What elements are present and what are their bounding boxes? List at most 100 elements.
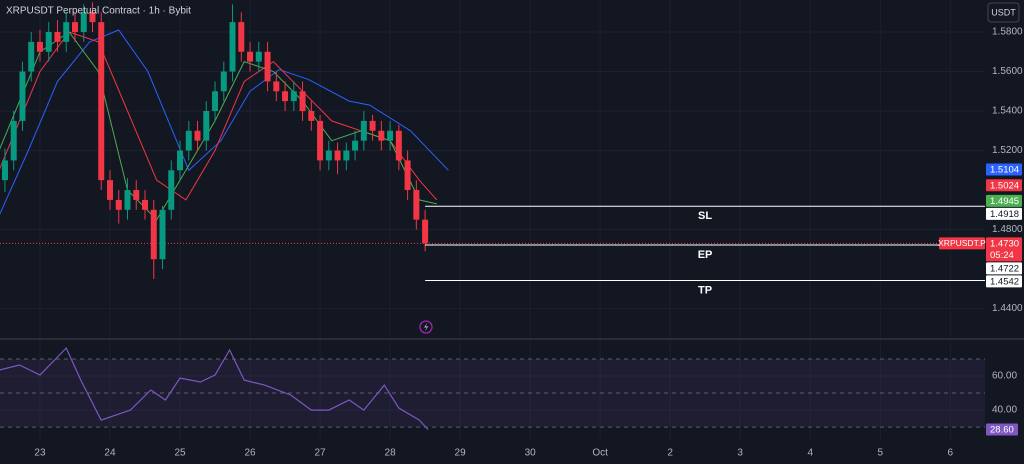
alert-icon[interactable] (419, 320, 433, 334)
candle-body (212, 91, 219, 112)
grid (0, 0, 985, 440)
candle-body (395, 130, 402, 161)
candle-body (282, 91, 289, 102)
price-tag-label: 1.4730 (990, 238, 1019, 249)
x-tick-label: 27 (315, 448, 327, 459)
candle-body (80, 12, 87, 33)
price-tag-label: 1.5104 (990, 165, 1019, 176)
x-tick-label: 25 (174, 448, 186, 459)
x-tick-label: 23 (34, 448, 46, 459)
candle-body (36, 41, 43, 52)
candle-body (247, 51, 254, 62)
currency-button[interactable] (987, 2, 1020, 23)
candle-body (220, 71, 227, 92)
candle-body (378, 130, 385, 141)
candle-body (115, 199, 122, 210)
price-tag (986, 275, 1022, 288)
candle-body (63, 22, 70, 42)
candle-body (54, 32, 61, 42)
candle-body (308, 111, 315, 121)
candle-body (159, 209, 166, 260)
y-tick-label: 1.4400 (992, 303, 1023, 314)
price-tag-label: 1.4722 (990, 263, 1019, 274)
candle-body (299, 91, 306, 112)
level-label: TP (698, 284, 712, 296)
candle-body (387, 130, 394, 141)
y-tick-label: 1.4800 (992, 224, 1023, 235)
x-tick-label: 30 (525, 448, 537, 459)
candle-body (10, 120, 17, 161)
candle-body (194, 130, 201, 141)
y-tick-label: 1.5600 (992, 66, 1023, 77)
candle-body (150, 209, 157, 260)
price-tag (986, 179, 1022, 192)
candle-body (255, 51, 262, 62)
price-tag-label: 1.5024 (990, 180, 1019, 191)
x-tick-label: Oct (592, 448, 608, 459)
countdown: 05:24 (990, 250, 1014, 261)
x-tick-label: 5 (877, 448, 883, 459)
x-tick-label: 6 (947, 448, 953, 459)
currency-label[interactable]: USDT (991, 7, 1016, 17)
candle-body (325, 150, 332, 161)
candle-body (264, 51, 271, 82)
price-tag-label: 1.4945 (990, 196, 1019, 207)
candle-body (352, 140, 359, 151)
rsi-tag-label: 28.60 (990, 424, 1014, 435)
candle-body (317, 120, 324, 161)
x-tick-label: 24 (104, 448, 116, 459)
moving-average-line (0, 31, 437, 221)
price-tag (986, 194, 1022, 207)
moving-average-line (0, 29, 449, 215)
rsi-tick-label: 60.00 (992, 371, 1017, 382)
price-tag (986, 163, 1022, 176)
candle-body (369, 120, 376, 131)
price-pane (0, 2, 985, 279)
candle-body (185, 130, 192, 151)
candle-body (98, 22, 105, 181)
candle-body (133, 190, 140, 200)
candle-body (422, 219, 429, 244)
candle-body (290, 91, 297, 102)
x-tick-label: 28 (385, 448, 397, 459)
candle-body (89, 12, 96, 23)
price-tag (986, 237, 1022, 262)
candle-body (413, 190, 420, 220)
candle-body (203, 111, 210, 141)
candle-body (238, 22, 245, 52)
symbol-tag (939, 237, 985, 250)
y-tick-label: 1.5400 (992, 106, 1023, 117)
axes: 23 24 25 26 27 28 29 30 Oct 2 3 4 5 61.58001.56001.54… (34, 27, 1023, 459)
candle-body (177, 150, 184, 171)
candle-body (28, 41, 35, 72)
candle-body (273, 81, 280, 92)
price-tag-label: 1.4542 (990, 276, 1019, 287)
y-tick-label: 1.5200 (992, 145, 1023, 156)
level-label: EP (698, 249, 713, 261)
x-tick-label: 3 (737, 448, 743, 459)
chart-title: XRPUSDT Perpetual Contract · 1h · Bybit (6, 6, 191, 17)
candle-body (106, 180, 113, 200)
candle-body (45, 32, 52, 52)
candle-body (1, 160, 8, 181)
candle-body (404, 160, 411, 191)
price-tag (986, 207, 1022, 220)
level-label: SL (698, 210, 712, 222)
candle-body (168, 170, 175, 210)
rsi-line (0, 346, 429, 430)
candle-body (142, 199, 149, 210)
rsi-tag (986, 423, 1018, 436)
candle-body (360, 120, 367, 141)
candle-body (334, 150, 341, 161)
x-tick-label: 26 (244, 448, 256, 459)
rsi-tick-label: 40.00 (992, 405, 1017, 416)
candle-body (19, 71, 26, 121)
price-tag-label: 1.4918 (990, 209, 1019, 220)
rsi-band (0, 359, 985, 428)
y-tick-label: 1.5800 (992, 27, 1023, 38)
candle-body (343, 150, 350, 161)
x-tick-label: 2 (667, 448, 673, 459)
symbol-label: XRPUSDT.P (938, 238, 986, 248)
